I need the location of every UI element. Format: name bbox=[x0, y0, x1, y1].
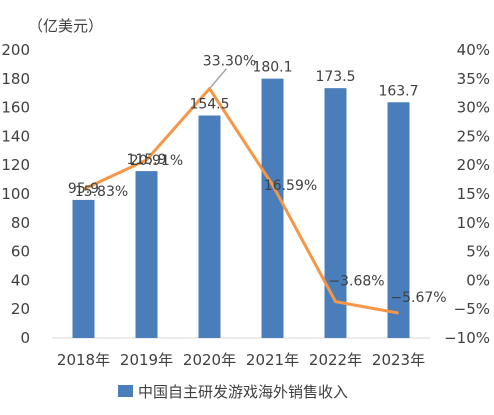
right-tick-label: 0% bbox=[466, 271, 490, 289]
bar-data-label: 163.7 bbox=[378, 83, 418, 99]
bar bbox=[198, 115, 221, 339]
right-tick-label: 25% bbox=[457, 127, 490, 145]
left-tick-label: 20 bbox=[11, 300, 30, 318]
left-tick-label: 60 bbox=[11, 243, 30, 261]
bar-data-label: 173.5 bbox=[315, 69, 355, 85]
line-data-label: 15.83% bbox=[75, 184, 128, 200]
bar-data-labels: 95.9 115.9 154.5 180.1 173.5 163.7 bbox=[68, 60, 419, 197]
left-tick-label: 140 bbox=[1, 127, 30, 145]
right-axis-ticks: −10% −5% 0% 5% 10% 15% 20% 25% 30% 35% 40% bbox=[444, 41, 490, 347]
legend-label: 中国自主研发游戏海外销售收入 bbox=[138, 383, 348, 401]
left-axis-ticks: 0 20 40 60 80 100 120 140 160 180 200 bbox=[1, 41, 30, 347]
line-data-labels: 15.83%20.91% 33.30% 16.59% −3.68% −5.67% bbox=[75, 54, 447, 306]
left-tick-label: 40 bbox=[11, 271, 30, 289]
right-tick-label: 40% bbox=[457, 41, 490, 59]
right-tick-label: 15% bbox=[457, 185, 490, 203]
bar-data-label: 154.5 bbox=[189, 97, 229, 113]
bar bbox=[261, 78, 284, 338]
left-tick-label: 200 bbox=[1, 41, 30, 59]
legend: 中国自主研发游戏海外销售收入 bbox=[118, 383, 348, 401]
line-series bbox=[82, 68, 399, 315]
bar-data-label: 95.9 bbox=[68, 181, 99, 197]
right-tick-label: 10% bbox=[457, 214, 490, 232]
line-data-label: −3.68% bbox=[328, 274, 384, 290]
left-tick-label: 180 bbox=[1, 70, 30, 88]
line-data-label: 33.30% bbox=[203, 54, 256, 70]
right-tick-label: 35% bbox=[457, 70, 490, 88]
bar-series bbox=[72, 78, 410, 339]
line-data-label: 16.59% bbox=[264, 178, 317, 194]
right-tick-label: −5% bbox=[454, 300, 490, 318]
left-tick-label: 120 bbox=[1, 156, 30, 174]
right-tick-label: 20% bbox=[457, 156, 490, 174]
right-tick-label: 30% bbox=[457, 99, 490, 117]
bar-data-label: 115.9 bbox=[126, 152, 166, 168]
right-tick-label: 5% bbox=[466, 243, 490, 261]
left-tick-label: 100 bbox=[1, 185, 30, 203]
left-tick-label: 160 bbox=[1, 99, 30, 117]
line-series-path bbox=[82, 87, 399, 315]
x-axis-ticks: 2018年 2019年 2020年 2021年 2022年 2023年 bbox=[57, 351, 425, 369]
peak-leader-line bbox=[208, 68, 228, 90]
left-tick-label: 0 bbox=[20, 329, 30, 347]
bar bbox=[135, 171, 158, 338]
category-label: 2019年 bbox=[120, 351, 173, 369]
category-label: 2020年 bbox=[183, 351, 236, 369]
bar-data-label: 180.1 bbox=[252, 60, 292, 76]
category-label: 2022年 bbox=[309, 351, 362, 369]
bar bbox=[387, 102, 410, 338]
bar bbox=[324, 88, 347, 338]
category-label: 2018年 bbox=[57, 351, 110, 369]
right-tick-label: −10% bbox=[444, 329, 490, 347]
unit-label: （亿美元） bbox=[28, 17, 103, 35]
category-label: 2021年 bbox=[246, 351, 299, 369]
legend-swatch bbox=[118, 385, 133, 397]
bar bbox=[72, 199, 95, 338]
left-tick-label: 80 bbox=[11, 214, 30, 232]
category-label: 2023年 bbox=[372, 351, 425, 369]
line-data-label: −5.67% bbox=[390, 290, 446, 306]
line-data-label: 20.91% bbox=[130, 153, 183, 169]
